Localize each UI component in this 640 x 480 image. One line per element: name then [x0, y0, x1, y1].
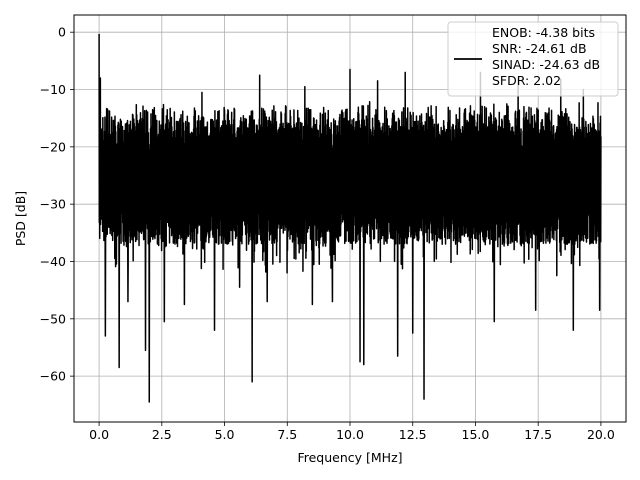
x-tick-label: 0.0 — [89, 427, 109, 442]
x-tick-label: 12.5 — [399, 427, 427, 442]
psd-line — [98, 33, 602, 403]
y-tick-label: −30 — [40, 197, 66, 212]
y-tick-label: 0 — [58, 25, 66, 40]
legend-box — [447, 21, 619, 97]
x-tick-label: 7.5 — [277, 427, 297, 442]
legend-enob: ENOB: -4.38 bits — [492, 25, 595, 40]
y-axis-label: PSD [dB] — [13, 191, 28, 246]
legend: ENOB: -4.38 bits SNR: -24.61 dB SINAD: -… — [447, 21, 619, 97]
x-tick-label: 15.0 — [462, 427, 490, 442]
y-tick-label: −50 — [40, 311, 66, 326]
y-tick-label: −60 — [40, 369, 66, 384]
psd-series — [98, 33, 602, 403]
legend-snr: SNR: -24.61 dB — [492, 41, 587, 56]
y-tick-label: −20 — [40, 139, 66, 154]
x-axis-label: Frequency [MHz] — [297, 450, 402, 465]
x-tick-label: 20.0 — [587, 427, 615, 442]
y-tick-label: −40 — [40, 254, 66, 269]
y-axis-ticks: 0 −10 −20 −30 −40 −50 −60 — [40, 25, 74, 384]
x-axis-ticks: 0.0 2.5 5.0 7.5 10.0 12.5 15.0 17.5 20.0 — [89, 422, 615, 442]
legend-sfdr: SFDR: 2.02 — [492, 73, 561, 88]
x-tick-label: 10.0 — [336, 427, 364, 442]
legend-sinad: SINAD: -24.63 dB — [492, 57, 600, 72]
x-tick-label: 2.5 — [152, 427, 172, 442]
x-tick-label: 5.0 — [215, 427, 235, 442]
x-tick-label: 17.5 — [524, 427, 552, 442]
y-tick-label: −10 — [40, 82, 66, 97]
